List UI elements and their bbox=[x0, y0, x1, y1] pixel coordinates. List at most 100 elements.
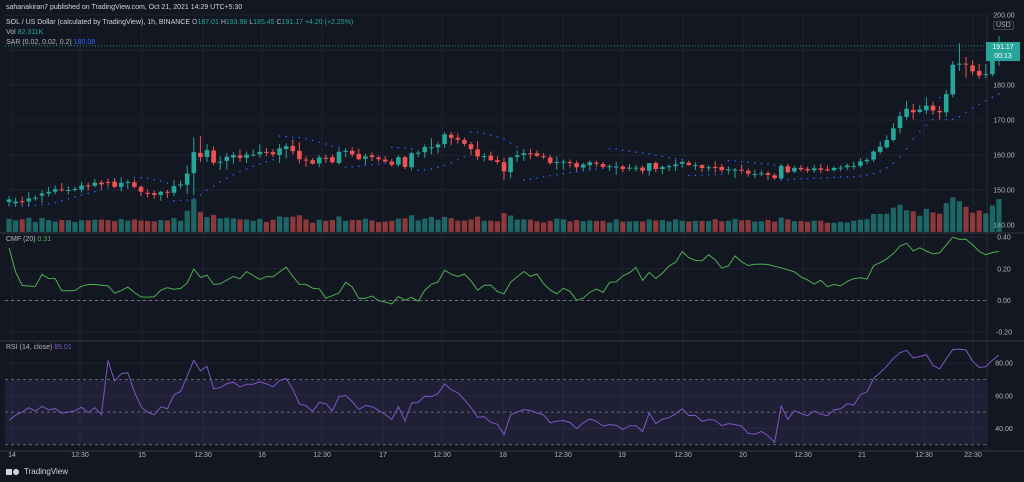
candle-body bbox=[607, 166, 612, 168]
candle-body bbox=[640, 167, 645, 171]
sar-dot bbox=[265, 160, 268, 163]
volume-bar bbox=[217, 218, 223, 232]
x-tick-label: 15 bbox=[138, 452, 146, 459]
x-tick-label: 12:30 bbox=[71, 452, 89, 459]
volume-bar bbox=[904, 210, 910, 232]
volume-bar bbox=[890, 207, 896, 232]
sar-dot bbox=[575, 170, 578, 173]
volume-bar bbox=[475, 216, 481, 232]
candle-body bbox=[112, 181, 117, 187]
volume-bar bbox=[303, 219, 309, 232]
sar-dot bbox=[958, 115, 961, 118]
sar-label[interactable]: SAR (0.02, 0.02, 0.2) bbox=[6, 39, 72, 46]
candle-body bbox=[99, 182, 104, 185]
volume-bar bbox=[600, 220, 606, 232]
candle-body bbox=[825, 169, 830, 171]
volume-bar bbox=[369, 220, 375, 232]
x-tick-label: 20 bbox=[739, 452, 747, 459]
ohlc-close: C191.17 bbox=[276, 19, 304, 26]
candle-body bbox=[897, 116, 903, 129]
volume-bar bbox=[32, 222, 38, 232]
candle-body bbox=[963, 63, 969, 65]
volume-bar bbox=[270, 219, 276, 232]
candle-body bbox=[666, 166, 672, 168]
symbol-label[interactable]: SOL / US Dollar (calculated by TradingVi… bbox=[6, 19, 191, 26]
x-tick-label: 14 bbox=[8, 452, 16, 459]
candle-body bbox=[217, 161, 223, 163]
volume-bar bbox=[204, 217, 210, 232]
x-tick-label: 12:30 bbox=[915, 452, 933, 459]
price-tick-label: 170.00 bbox=[993, 118, 1015, 125]
volume-bar bbox=[362, 218, 368, 232]
volume-bar bbox=[640, 221, 646, 232]
candle-body bbox=[356, 153, 362, 160]
volume-label[interactable]: Vol bbox=[6, 29, 16, 36]
sar-dot bbox=[734, 160, 736, 162]
sar-dot bbox=[859, 175, 862, 177]
sar-dot bbox=[635, 151, 637, 153]
candle-body bbox=[297, 150, 302, 160]
candle-body bbox=[699, 165, 705, 168]
volume-bar bbox=[356, 220, 362, 232]
candle-body bbox=[792, 167, 797, 172]
rsi-line bbox=[8, 348, 1000, 444]
volume-bar bbox=[310, 222, 316, 232]
candle-body bbox=[732, 169, 738, 171]
candle-body bbox=[475, 149, 480, 157]
candle-body bbox=[429, 147, 434, 149]
volume-bar bbox=[26, 217, 32, 232]
candle-body bbox=[211, 150, 216, 163]
sar-dot bbox=[490, 134, 492, 136]
candle-body bbox=[402, 157, 408, 167]
candle-body bbox=[594, 162, 599, 164]
sar-dot bbox=[94, 190, 96, 193]
volume-bar bbox=[963, 206, 969, 232]
sar-dot bbox=[298, 136, 301, 139]
volume-bar bbox=[983, 213, 989, 232]
candle-body bbox=[435, 144, 441, 148]
candle-body bbox=[798, 167, 804, 170]
sar-dot bbox=[140, 176, 142, 179]
candle-body bbox=[673, 164, 678, 167]
last-price-badge: 191.17 00:13 bbox=[986, 42, 1020, 61]
sar-dot bbox=[912, 138, 914, 140]
candle-body bbox=[277, 148, 282, 155]
rsi-label[interactable]: RSI (14, close) bbox=[6, 344, 53, 351]
sar-dot bbox=[622, 149, 624, 151]
candle-body bbox=[910, 109, 916, 113]
volume-bar bbox=[448, 218, 454, 232]
cmf-line bbox=[8, 236, 1000, 305]
volume-bar bbox=[72, 222, 78, 232]
sar-dot bbox=[793, 178, 796, 181]
candle-body bbox=[745, 170, 751, 174]
candle-body bbox=[831, 167, 837, 171]
cmf-label[interactable]: CMF (20) bbox=[6, 236, 36, 243]
cmf-legend: CMF (20) 0.31 bbox=[6, 236, 51, 243]
candle-body bbox=[448, 134, 454, 138]
price-tick-label: 160.00 bbox=[993, 153, 1015, 160]
publisher-header: sahanakiran7 published on TradingView.co… bbox=[6, 4, 243, 11]
sar-dot bbox=[721, 173, 723, 176]
sar-dot bbox=[331, 145, 334, 147]
sar-dot bbox=[707, 173, 710, 176]
candle-body bbox=[660, 166, 665, 169]
sar-dot bbox=[919, 130, 921, 133]
sar-dot bbox=[978, 103, 980, 106]
tradingview-brand[interactable]: TradingView bbox=[6, 467, 68, 476]
candle-body bbox=[924, 105, 929, 111]
volume-bar bbox=[435, 219, 441, 232]
x-tick-label: 19 bbox=[618, 452, 626, 459]
candle-body bbox=[171, 186, 177, 193]
volume-bar bbox=[752, 221, 758, 232]
volume-bar bbox=[923, 208, 929, 232]
volume-bar bbox=[956, 201, 962, 232]
candle-body bbox=[521, 153, 527, 155]
sar-dot bbox=[991, 96, 994, 99]
candle-body bbox=[686, 162, 692, 166]
candle-body bbox=[396, 157, 401, 165]
volume-bar bbox=[59, 220, 65, 232]
rsi-value: 85.01 bbox=[54, 344, 72, 351]
price-tick-label: 180.00 bbox=[993, 83, 1015, 90]
sar-dot bbox=[232, 174, 235, 176]
